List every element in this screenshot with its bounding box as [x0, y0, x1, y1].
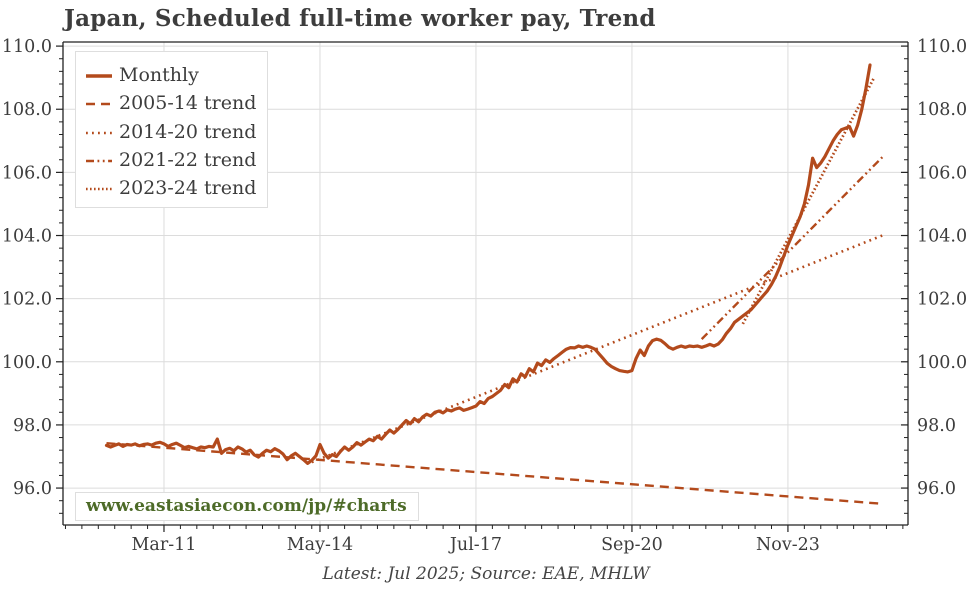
- y-tick-label-left: 110.0: [2, 37, 52, 57]
- tick-label-layer: 96.0 96.0 98.0 98.0 100.0 100.0 102.0 102.0 104.…: [2, 37, 967, 555]
- y-tick-label-right: 96.0: [917, 479, 956, 499]
- legend-glyph-densedot: [86, 188, 112, 191]
- legend-label: Monthly: [119, 64, 199, 87]
- source-note: Latest: Jul 2025; Source: EAE, MHLW: [322, 564, 650, 584]
- y-tick-label-left: 106.0: [2, 163, 52, 183]
- x-tick-label: Mar-11: [132, 535, 197, 555]
- x-tick-label: May-14: [287, 535, 353, 555]
- x-tick-label: Nov-23: [756, 535, 820, 555]
- series-line-densedot: [741, 77, 876, 325]
- series-layer: [104, 63, 884, 505]
- y-tick-label-right: 104.0: [917, 227, 967, 247]
- legend-glyph-dashdot: [86, 159, 112, 163]
- y-tick-label-right: 110.0: [917, 37, 967, 57]
- y-tick-label-right: 108.0: [917, 100, 967, 120]
- legend-label: 2005-14 trend: [119, 92, 257, 115]
- legend-item: 2014-20 trend: [85, 118, 267, 146]
- y-tick-label-right: 102.0: [917, 290, 967, 310]
- legend-glyph-dashed: [86, 103, 112, 106]
- series-line-dashed: [106, 442, 883, 505]
- legend-glyph-dotted: [86, 131, 112, 135]
- y-tick-label-right: 106.0: [917, 163, 967, 183]
- legend-label: 2021-22 trend: [119, 149, 257, 172]
- legend-item: Monthly: [85, 61, 267, 89]
- y-tick-label-left: 100.0: [2, 353, 52, 373]
- series-line-dotted: [311, 234, 883, 464]
- y-tick-label-left: 98.0: [13, 416, 52, 436]
- watermark-link[interactable]: www.eastasiaecon.com/jp/#charts: [75, 492, 419, 521]
- y-tick-label-left: 108.0: [2, 100, 52, 120]
- y-tick-label-right: 100.0: [917, 353, 967, 373]
- y-tick-label-left: 96.0: [13, 479, 52, 499]
- y-tick-label-left: 104.0: [2, 227, 52, 247]
- y-tick-label-left: 102.0: [2, 290, 52, 310]
- axis-layer: [56, 41, 909, 532]
- series-line-dashdot: [700, 156, 884, 340]
- x-tick-label: Sep-20: [601, 535, 663, 555]
- legend-item: 2023-24 trend: [85, 174, 267, 202]
- legend-item: 2021-22 trend: [85, 146, 267, 174]
- y-tick-label-right: 98.0: [917, 416, 956, 436]
- legend: Monthly 2005-14 trend 2014-20 trend 2021-22…: [75, 51, 268, 209]
- legend-label: 2014-20 trend: [119, 120, 257, 143]
- legend-label: 2023-24 trend: [119, 177, 257, 200]
- series-line-solid: [104, 63, 872, 465]
- legend-glyph-solid: [86, 74, 112, 78]
- legend-item: 2005-14 trend: [85, 89, 267, 117]
- chart-title: Japan, Scheduled full-time worker pay, T…: [64, 5, 656, 32]
- x-tick-label: Jul-17: [448, 535, 502, 555]
